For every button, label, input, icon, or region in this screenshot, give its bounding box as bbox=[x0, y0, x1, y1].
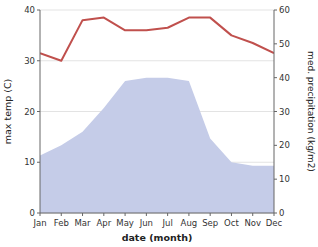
y2-tick-label: 60 bbox=[279, 5, 290, 15]
x-tick-label: Aug bbox=[181, 218, 198, 228]
x-axis-line bbox=[40, 213, 274, 214]
x-tick-label: May bbox=[116, 218, 134, 228]
chart: JanFebMarAprMayJunJulAugSepOctNovDec0102… bbox=[0, 0, 318, 247]
x-tick bbox=[210, 213, 211, 216]
y-tick-label: 20 bbox=[24, 107, 35, 117]
y2-tick bbox=[274, 10, 277, 11]
y-tick bbox=[37, 111, 40, 112]
y-tick bbox=[37, 213, 40, 214]
x-tick bbox=[125, 213, 126, 216]
x-tick-label: Mar bbox=[75, 218, 92, 228]
y2-tick bbox=[274, 77, 277, 78]
y-tick-label: 0 bbox=[30, 208, 35, 218]
y2-tick-label: 30 bbox=[279, 107, 290, 117]
y2-tick-label: 50 bbox=[279, 39, 290, 49]
x-tick-label: Nov bbox=[244, 218, 261, 228]
y-tick bbox=[37, 10, 40, 11]
y2-tick-label: 40 bbox=[279, 73, 290, 83]
y-tick-label: 30 bbox=[24, 56, 35, 66]
y2-tick bbox=[274, 111, 277, 112]
x-tick bbox=[103, 213, 104, 216]
y2-tick bbox=[274, 179, 277, 180]
y-tick-label: 10 bbox=[24, 157, 35, 167]
x-tick-label: Dec bbox=[266, 218, 283, 228]
plot-area bbox=[40, 18, 274, 213]
x-tick bbox=[231, 213, 232, 216]
grid-line bbox=[40, 60, 274, 61]
grid bbox=[40, 10, 274, 213]
grid-line bbox=[40, 213, 274, 214]
x-tick-label: Feb bbox=[54, 218, 69, 228]
x-tick-label: Apr bbox=[96, 218, 111, 228]
x-tick bbox=[61, 213, 62, 216]
temperature-line bbox=[40, 18, 274, 61]
x-tick bbox=[252, 213, 253, 216]
precipitation-area bbox=[40, 78, 274, 213]
y2-tick-label: 10 bbox=[279, 174, 290, 184]
x-tick-label: Jan bbox=[32, 218, 46, 228]
axes: JanFebMarAprMayJunJulAugSepOctNovDec0102… bbox=[24, 5, 290, 228]
x-tick bbox=[188, 213, 189, 216]
x-tick-label: Oct bbox=[224, 218, 239, 228]
y2-tick bbox=[274, 145, 277, 146]
grid-line bbox=[40, 10, 274, 11]
y-tick bbox=[37, 162, 40, 163]
x-tick-label: Jul bbox=[162, 218, 173, 228]
y2-tick-label: 0 bbox=[279, 208, 284, 218]
y2-tick bbox=[274, 213, 277, 214]
x-tick-label: Jun bbox=[139, 218, 153, 228]
x-tick bbox=[146, 213, 147, 216]
x-axis-label: date (month) bbox=[122, 232, 193, 243]
y2-tick-label: 20 bbox=[279, 140, 290, 150]
y-tick bbox=[37, 60, 40, 61]
x-tick-label: Sep bbox=[202, 218, 218, 228]
x-tick bbox=[167, 213, 168, 216]
y2-axis-label: med. precipitation (kg/m2) bbox=[306, 51, 316, 172]
y-axis-label: max temp (C) bbox=[2, 79, 13, 145]
y2-tick bbox=[274, 43, 277, 44]
y-tick-label: 40 bbox=[24, 5, 35, 15]
x-tick bbox=[82, 213, 83, 216]
